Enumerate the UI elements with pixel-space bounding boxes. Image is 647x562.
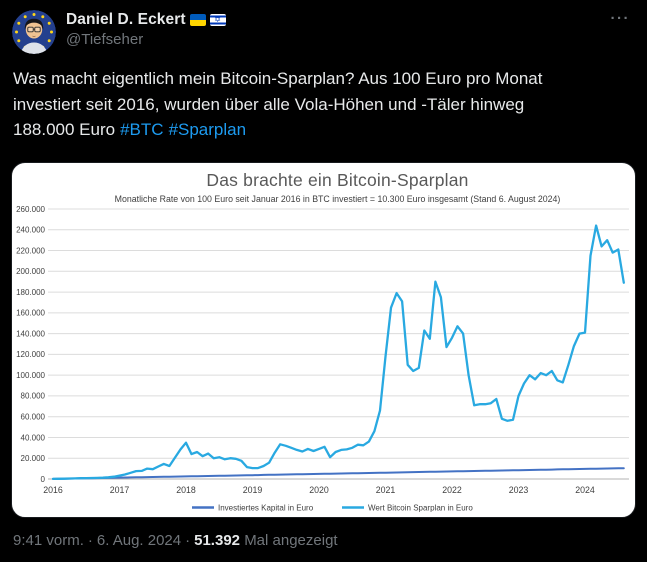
btc-value-line [51, 224, 625, 481]
svg-text:2018: 2018 [176, 485, 196, 495]
svg-text:40.000: 40.000 [21, 433, 46, 442]
glasses [27, 26, 41, 33]
svg-text:80.000: 80.000 [21, 392, 46, 401]
svg-text:2020: 2020 [309, 485, 329, 495]
chart-svg: 0 20.000 40.000 60.000 80.000 100.000 120.000 1… [16, 205, 629, 513]
svg-text:2017: 2017 [110, 485, 130, 495]
legend-label-1: Wert Bitcoin Sparplan in Euro [368, 504, 473, 513]
chart-subtitle: Monatliche Rate von 100 Euro seit Januar… [114, 194, 561, 204]
svg-text:140.000: 140.000 [16, 329, 45, 338]
views-count: 51.392 [194, 532, 241, 549]
hashtag-sparplan[interactable]: #Sparplan [168, 120, 247, 139]
tweet-text-line-3: 188.000 Euro #BTC #Sparplan [13, 117, 638, 143]
tweet-meta: 9:41 vorm. · 6. Aug. 2024 · 51.392 Mal angez… [13, 532, 338, 549]
chart-title: Das brachte ein Bitcoin-Sparplan [206, 170, 469, 190]
more-options-icon[interactable]: ··· [610, 10, 630, 27]
svg-text:2019: 2019 [243, 485, 263, 495]
author-display-name[interactable]: Daniel D. Eckert [66, 11, 186, 28]
invested-capital-line [52, 467, 625, 480]
meta-separator-2: · [185, 532, 191, 549]
grid-lines [48, 208, 629, 480]
y-axis-labels: 0 20.000 40.000 60.000 80.000 100.000 120.000 1… [16, 205, 45, 484]
avatar-eu-cartoon-image [12, 10, 56, 54]
chart-legend: Investiertes Kapital in Euro Wert Bitcoin… [192, 504, 473, 513]
tweet-text-line-2: investiert seit 2016, wurden über alle V… [13, 94, 525, 114]
x-axis-labels: 2016 2017 2018 2019 2020 2021 2022 2023 2024 [43, 485, 595, 495]
ukraine-flag-emoji [189, 14, 206, 26]
svg-text:20.000: 20.000 [21, 454, 46, 463]
legend-label-0: Investiertes Kapital in Euro [218, 504, 314, 513]
svg-text:120.000: 120.000 [16, 350, 45, 359]
avatar[interactable] [12, 10, 56, 54]
svg-text:220.000: 220.000 [16, 246, 45, 255]
views-label: Mal angezeigt [244, 532, 338, 549]
svg-text:2021: 2021 [376, 485, 396, 495]
svg-text:100.000: 100.000 [16, 371, 45, 380]
meta-separator-1: · [87, 532, 93, 549]
chart-image[interactable]: Das brachte ein Bitcoin-Sparplan Monatli… [11, 162, 636, 518]
hashtag-btc[interactable]: #BTC [120, 120, 164, 139]
author-handle[interactable]: @Tiefseher [66, 31, 144, 48]
svg-text:240.000: 240.000 [16, 226, 45, 235]
tweet-text-line-1: Was macht eigentlich mein Bitcoin-Sparpl… [13, 69, 543, 88]
tweet-time: 9:41 vorm. [13, 532, 84, 549]
svg-text:2016: 2016 [43, 485, 63, 495]
svg-text:160.000: 160.000 [16, 309, 45, 318]
tweet-text-line-3-text: 188.000 Euro [13, 120, 116, 139]
svg-text:200.000: 200.000 [16, 267, 45, 276]
tweet-text: Was macht eigentlich mein Bitcoin-Sparpl… [13, 66, 638, 143]
svg-text:260.000: 260.000 [16, 205, 45, 214]
svg-text:2022: 2022 [442, 485, 462, 495]
author-row: Daniel D. Eckert ✡ [66, 10, 226, 30]
svg-text:2023: 2023 [509, 485, 529, 495]
svg-text:2024: 2024 [575, 485, 595, 495]
svg-text:60.000: 60.000 [21, 412, 46, 421]
svg-text:180.000: 180.000 [16, 288, 45, 297]
israel-flag-emoji: ✡ [209, 14, 226, 26]
svg-text:0: 0 [41, 475, 46, 484]
tweet-date: 6. Aug. 2024 [96, 532, 182, 549]
